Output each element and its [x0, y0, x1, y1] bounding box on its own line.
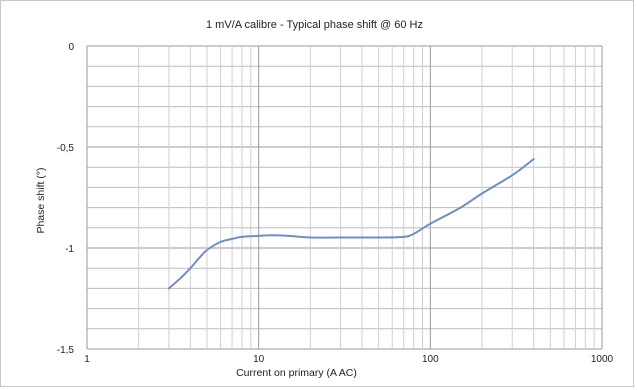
x-tick-label: 10	[253, 354, 265, 365]
chart-title: 1 mV/A calibre - Typical phase shift @ 6…	[206, 19, 423, 31]
y-tick-label: -1,5	[57, 345, 75, 356]
y-tick-label: -0,5	[57, 143, 75, 154]
y-tick-label: 0	[68, 42, 74, 53]
x-tick-label: 100	[422, 354, 439, 365]
x-axis-title: Current on primary (A AC)	[236, 367, 357, 379]
tick-labels: 1 10 100 1000 0 -0,5 -1 -1,5	[57, 42, 614, 365]
grid	[86, 45, 603, 350]
x-tick-label: 1000	[591, 354, 614, 365]
y-axis-title: Phase shift (°)	[35, 167, 47, 233]
x-tick-label: 1	[84, 354, 90, 365]
series-line	[167, 158, 535, 290]
y-tick-label: -1	[65, 244, 74, 255]
